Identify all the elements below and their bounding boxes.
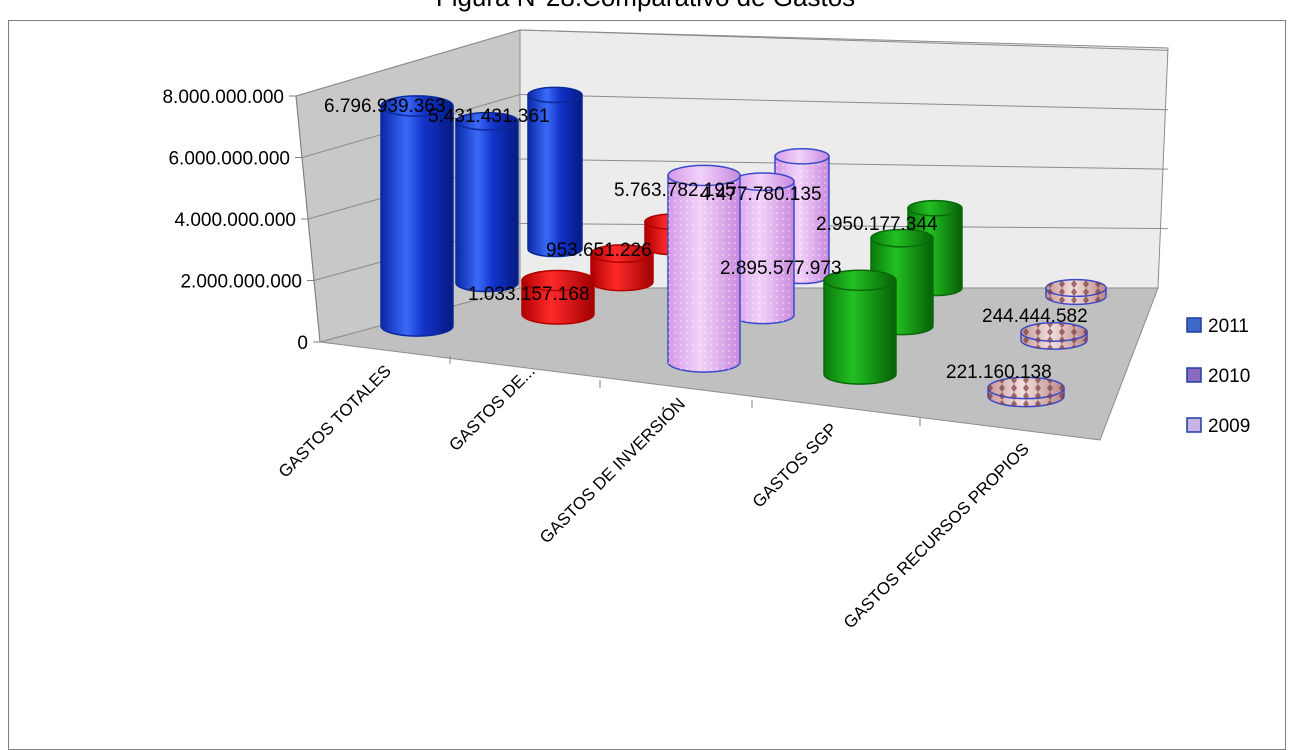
data-label: 6.796.939.363 — [324, 96, 446, 117]
legend-item: 2010 — [1186, 366, 1250, 387]
y-tick-label: 4.000.000.000 — [174, 210, 296, 231]
data-label: 2.950.177.344 — [816, 214, 938, 235]
legend-label: 2010 — [1208, 366, 1250, 387]
bar — [521, 269, 595, 325]
bar — [380, 95, 454, 337]
data-label: 4.477.780.135 — [700, 184, 822, 205]
y-axis-line — [295, 95, 321, 343]
y-tick-label: 6.000.000.000 — [168, 149, 290, 170]
gridline — [295, 29, 521, 97]
data-label: 953.651.226 — [546, 240, 652, 261]
legend-item: 2009 — [1186, 416, 1250, 437]
y-tick-label: 2.000.000.000 — [180, 272, 302, 293]
legend-swatch — [1186, 417, 1202, 433]
y-tick-label: 8.000.000.000 — [162, 87, 284, 108]
bar — [590, 244, 654, 292]
gridline — [519, 223, 1169, 230]
data-label: 2.895.577.973 — [720, 258, 842, 279]
x-tick-label: GASTOS RECURSOS PROPIOS — [840, 439, 1033, 632]
legend-label: 2009 — [1208, 416, 1250, 437]
gridline — [519, 29, 1169, 51]
data-label: 1.033.157.168 — [468, 284, 590, 305]
chart-title: Figura N°28.Comparativo de Gastos — [0, 0, 1291, 13]
y-tick-label: 0 — [297, 333, 308, 354]
x-tick-label: GASTOS SGP — [749, 419, 841, 511]
x-tick-label: GASTOS DE INVERSIÓN — [536, 394, 689, 547]
data-label: 5.431.431.361 — [428, 106, 550, 127]
legend-item: 2011 — [1186, 316, 1249, 337]
bar — [731, 172, 795, 325]
bar — [823, 269, 897, 385]
bar — [1045, 278, 1107, 306]
data-label: 244.444.582 — [982, 306, 1088, 327]
data-label: 5.763.782.195 — [614, 180, 736, 201]
legend-label: 2011 — [1208, 316, 1249, 337]
x-tick-label: GASTOS TOTALES — [275, 361, 395, 481]
bar — [987, 376, 1065, 408]
bar — [527, 86, 583, 258]
gridline — [519, 94, 1169, 111]
gridline — [519, 158, 1169, 170]
legend-swatch — [1186, 367, 1202, 383]
data-label: 221.160.138 — [946, 362, 1052, 383]
bar — [667, 164, 741, 373]
bar — [1020, 322, 1088, 350]
legend-swatch — [1186, 317, 1202, 333]
bar — [455, 111, 519, 293]
x-tick-label: GASTOS DE... — [445, 361, 538, 454]
